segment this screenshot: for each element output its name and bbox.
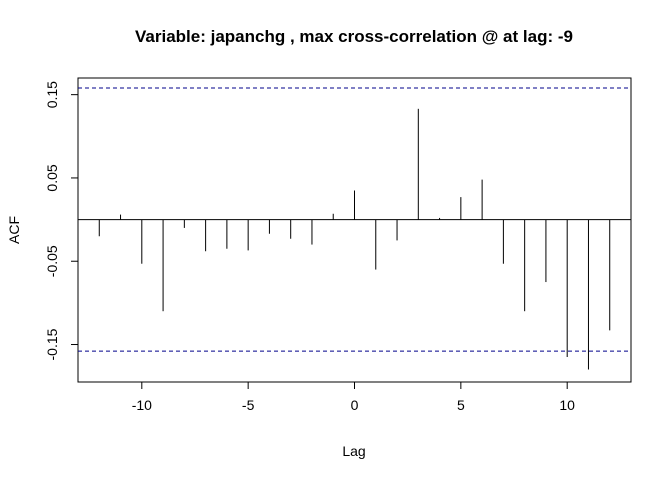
y-tick-label: 0.05: [44, 164, 60, 191]
x-tick-label: 10: [559, 397, 575, 413]
y-tick-label: -0.15: [44, 328, 60, 360]
x-axis-label: Lag: [342, 443, 365, 459]
x-tick-label: 5: [457, 397, 465, 413]
chart-title: Variable: japanchg , max cross-correlati…: [135, 27, 573, 46]
x-tick-label: 0: [351, 397, 359, 413]
plot-frame: [77, 77, 632, 383]
x-tick-label: -10: [132, 397, 152, 413]
y-tick-label: 0.15: [44, 81, 60, 108]
y-axis-label: ACF: [6, 216, 22, 244]
x-tick-label: -5: [242, 397, 255, 413]
y-tick-label: -0.05: [44, 245, 60, 277]
